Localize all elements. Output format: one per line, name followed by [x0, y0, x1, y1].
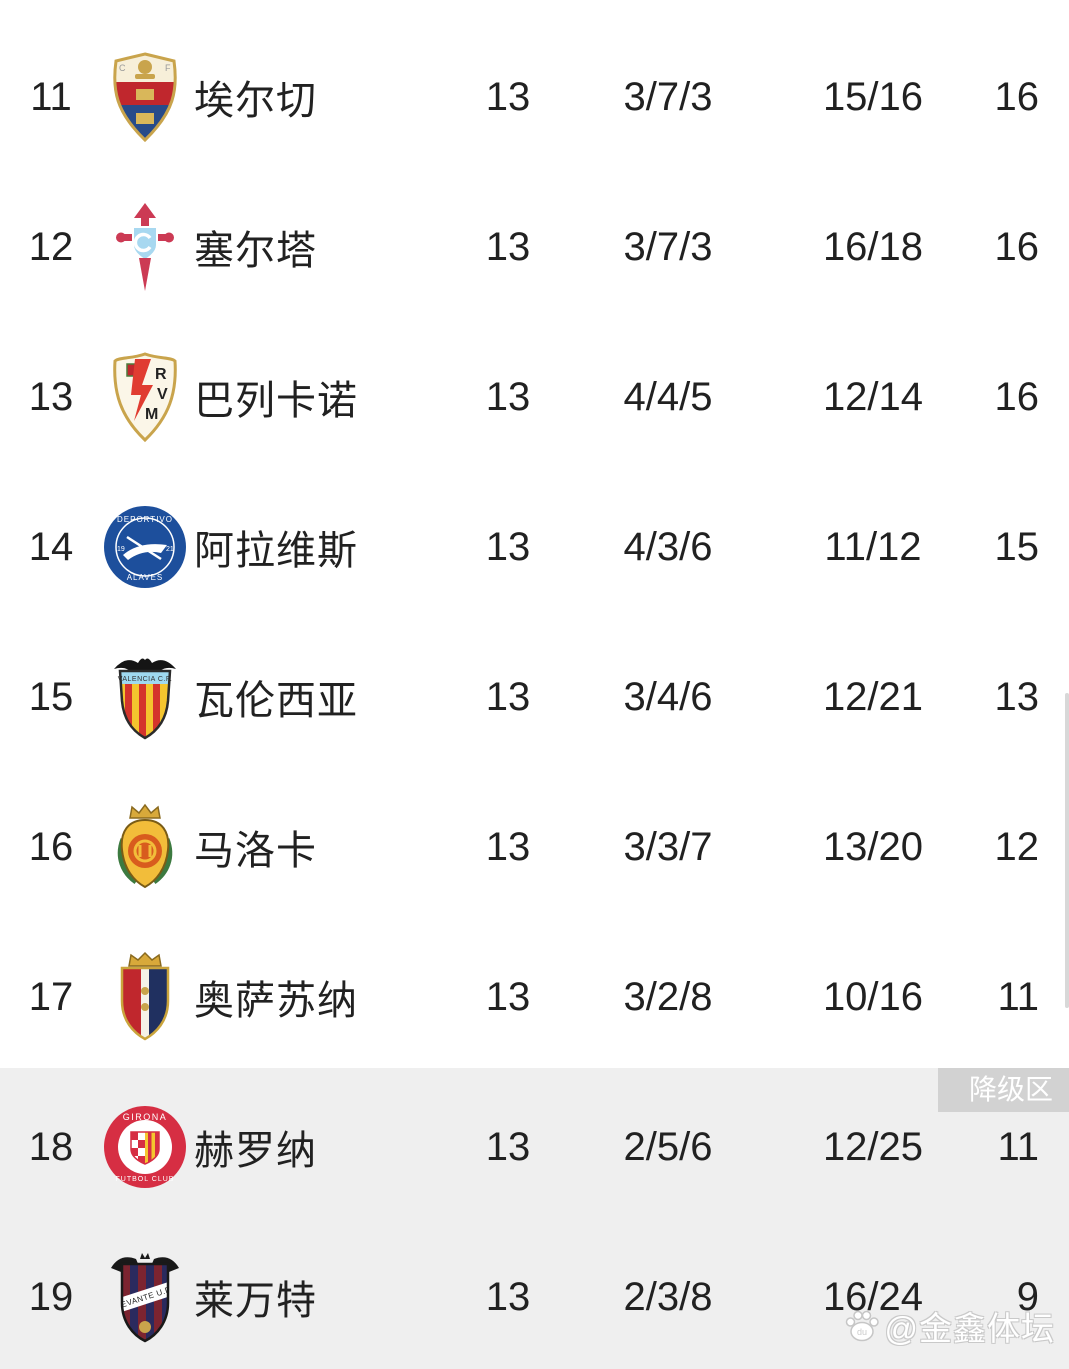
- alaves-badge-icon: DEPORTIVO ALAVES 19 21: [102, 505, 188, 589]
- points-cell: 16: [994, 374, 1040, 419]
- table-row[interactable]: 14 DEPORTIVO ALAVES 19 21 阿拉维斯 13 4/3/6 …: [0, 472, 1069, 622]
- team-name: 巴列卡诺: [194, 379, 358, 423]
- goals-cell: 13/20: [822, 824, 924, 869]
- svg-text:VALENCIA C.F.: VALENCIA C.F.: [118, 676, 173, 683]
- win-draw-loss-cell: 4/3/6: [623, 524, 713, 569]
- goals-cell: 12/14: [822, 374, 924, 419]
- played-cell: 13: [485, 674, 531, 719]
- table-row[interactable]: 11 C F: [0, 22, 1069, 172]
- table-row[interactable]: 18 GIRONA FUTBOL CLUB: [0, 1072, 1069, 1222]
- svg-text:R: R: [155, 366, 167, 383]
- win-draw-loss-cell: 3/3/7: [623, 824, 713, 869]
- goals-cell: 15/16: [822, 74, 924, 119]
- table-row[interactable]: 16 马洛卡 13 3/3/7 13/20 12: [0, 772, 1069, 922]
- table-row[interactable]: 15 VALENCIA C.F. 瓦伦西亚 13: [0, 622, 1069, 772]
- win-draw-loss-cell: 3/7/3: [623, 224, 713, 269]
- goals-cell: 16/24: [822, 1274, 924, 1319]
- celta-badge-icon: [102, 201, 188, 293]
- svg-text:du: du: [856, 1327, 866, 1337]
- played-cell: 13: [485, 1274, 531, 1319]
- points-cell: 12: [994, 824, 1040, 869]
- scrollbar-thumb[interactable]: [1065, 693, 1069, 1008]
- win-draw-loss-cell: 3/4/6: [623, 674, 713, 719]
- rayo-vallecano-badge-icon: R V M: [102, 351, 188, 443]
- points-cell: 9: [1016, 1274, 1039, 1319]
- points-cell: 13: [994, 674, 1040, 719]
- played-cell: 13: [485, 524, 531, 569]
- rank-cell: 15: [28, 674, 74, 719]
- goals-cell: 12/25: [822, 1124, 924, 1169]
- goals-cell: 16/18: [822, 224, 924, 269]
- rank-cell: 11: [30, 74, 72, 119]
- girona-badge-icon: GIRONA FUTBOL CLUB: [102, 1105, 188, 1189]
- played-cell: 13: [485, 1124, 531, 1169]
- played-cell: 13: [485, 374, 531, 419]
- svg-text:M: M: [145, 406, 158, 423]
- win-draw-loss-cell: 3/7/3: [623, 74, 713, 119]
- rank-cell: 18: [28, 1124, 74, 1169]
- played-cell: 13: [485, 824, 531, 869]
- table-row[interactable]: 13 R V M 巴列卡诺 13 4/4/5 12/14 16: [0, 322, 1069, 472]
- svg-text:ALAVES: ALAVES: [127, 573, 164, 582]
- rank-cell: 16: [28, 824, 74, 869]
- win-draw-loss-cell: 2/3/8: [623, 1274, 713, 1319]
- team-name: 奥萨苏纳: [194, 979, 358, 1023]
- win-draw-loss-cell: 2/5/6: [623, 1124, 713, 1169]
- rank-cell: 13: [28, 374, 74, 419]
- elche-badge-icon: C F: [102, 52, 188, 142]
- levante-badge-icon: LEVANTE U.D.: [102, 1251, 188, 1343]
- table-row[interactable]: 17 奥萨苏纳 13 3/2/8 10/16: [0, 922, 1069, 1072]
- team-name: 埃尔切: [194, 79, 317, 123]
- rank-cell: 17: [28, 974, 74, 1019]
- svg-text:19: 19: [117, 546, 125, 553]
- watermark-text: @金鑫体坛: [884, 1310, 1055, 1347]
- team-name: 瓦伦西亚: [194, 679, 358, 723]
- played-cell: 13: [485, 74, 531, 119]
- points-cell: 16: [994, 74, 1040, 119]
- svg-text:GIRONA: GIRONA: [123, 1112, 168, 1122]
- points-cell: 16: [994, 224, 1040, 269]
- goals-cell: 12/21: [822, 674, 924, 719]
- relegation-zone-label: 降级区: [938, 1068, 1069, 1112]
- points-cell: 11: [997, 974, 1039, 1019]
- osasuna-badge-icon: [102, 951, 188, 1043]
- table-row[interactable]: 19 LEVANT: [0, 1222, 1069, 1369]
- points-cell: 15: [994, 524, 1040, 569]
- played-cell: 13: [485, 974, 531, 1019]
- mallorca-badge-icon: [102, 801, 188, 893]
- goals-cell: 10/16: [822, 974, 924, 1019]
- win-draw-loss-cell: 4/4/5: [623, 374, 713, 419]
- svg-text:F: F: [165, 63, 171, 73]
- table-row[interactable]: 12 塞尔塔 13 3/7/3 16/18 16: [0, 172, 1069, 322]
- svg-text:C: C: [119, 63, 126, 73]
- svg-text:FUTBOL CLUB: FUTBOL CLUB: [116, 1176, 175, 1183]
- win-draw-loss-cell: 3/2/8: [623, 974, 713, 1019]
- goals-cell: 11/12: [824, 524, 922, 569]
- points-cell: 11: [997, 1124, 1039, 1169]
- rank-cell: 19: [28, 1274, 74, 1319]
- svg-text:V: V: [157, 386, 168, 403]
- relegation-zone-band: [0, 1068, 1069, 1369]
- valencia-badge-icon: VALENCIA C.F.: [102, 651, 188, 743]
- svg-text:DEPORTIVO: DEPORTIVO: [117, 515, 173, 524]
- team-name: 莱万特: [194, 1279, 317, 1323]
- team-name: 阿拉维斯: [194, 529, 358, 573]
- team-name: 赫罗纳: [194, 1129, 317, 1173]
- team-name: 塞尔塔: [194, 229, 317, 273]
- svg-text:21: 21: [166, 546, 174, 553]
- rank-cell: 12: [28, 224, 74, 269]
- played-cell: 13: [485, 224, 531, 269]
- rank-cell: 14: [28, 524, 74, 569]
- team-name: 马洛卡: [194, 829, 317, 873]
- paw-icon: du: [844, 1309, 880, 1343]
- watermark: du @金鑫体坛: [844, 1302, 1056, 1350]
